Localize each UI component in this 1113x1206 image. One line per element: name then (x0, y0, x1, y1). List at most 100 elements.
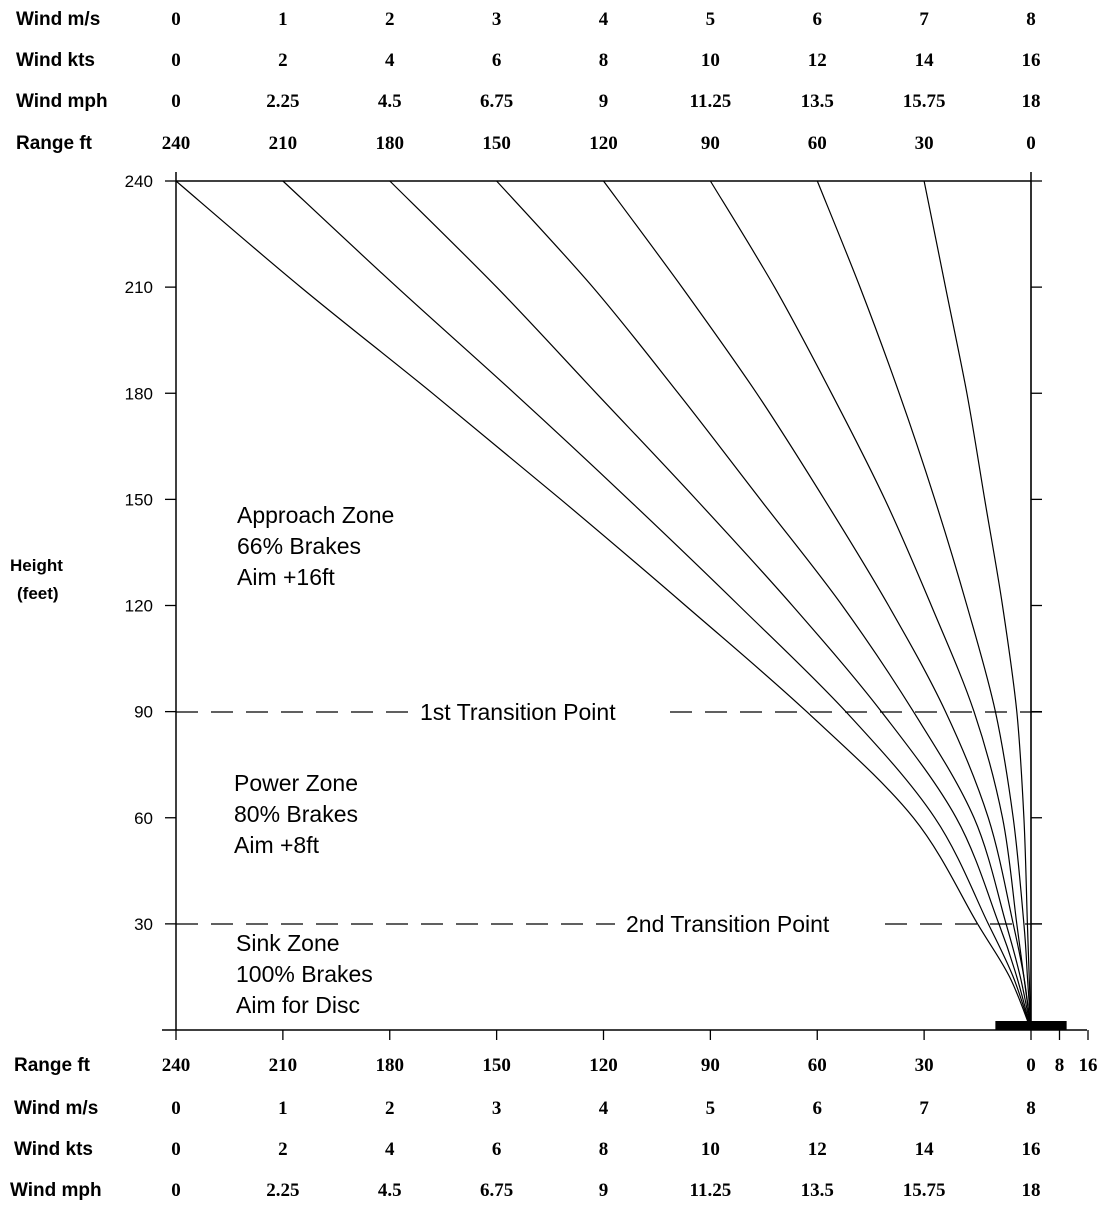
transition-1-label: 1st Transition Point (420, 699, 616, 725)
top-row-value-range-ft-3: 150 (482, 133, 511, 154)
bottom-row-value-wind-mph-2: 4.5 (378, 1180, 402, 1201)
top-row-value-wind-kts-0: 0 (171, 50, 181, 71)
top-row-value-range-ft-6: 60 (808, 133, 827, 154)
bottom-row-value-wind-kts-5: 10 (701, 1139, 720, 1160)
bottom-row-value-wind-kts-1: 2 (278, 1139, 288, 1160)
target-disc (995, 1021, 1067, 1030)
bottom-row-value-wind-ms-2: 2 (385, 1098, 395, 1119)
top-row-values-wind-mph: 0 2.25 4.5 6.75 9 11.25 13.5 15.75 18 (171, 91, 1040, 112)
top-row-value-wind-kts-6: 12 (808, 50, 827, 71)
bottom-row-wind-ms: Wind m/s 0 1 2 3 4 5 6 7 8 (14, 1098, 1036, 1119)
top-row-label-wind-mph: Wind mph (16, 91, 108, 112)
bottom-row-value-range-ft-1: 210 (269, 1055, 298, 1076)
bottom-row-range-ft: Range ft 240 210 180 150 120 90 60 30 0 8 16 (14, 1055, 1098, 1076)
top-row-value-range-ft-5: 90 (701, 133, 720, 154)
y-axis-label-line-1: Height (10, 556, 63, 575)
bottom-row-value-wind-ms-1: 1 (278, 1098, 288, 1119)
bottom-row-values-wind-ms: 0 1 2 3 4 5 6 7 8 (171, 1098, 1036, 1119)
glide-curve-wind-7-ms (923, 180, 1032, 1031)
top-row-values-range-ft: 240 210 180 150 120 90 60 30 0 (162, 133, 1036, 154)
power-zone-note: Power Zone 80% Brakes Aim +8ft (234, 770, 358, 858)
top-row-value-wind-ms-8: 8 (1026, 9, 1036, 30)
bottom-row-value-wind-mph-0: 0 (171, 1180, 181, 1201)
transition-1: 1st Transition Point (176, 699, 1042, 725)
top-row-value-wind-mph-6: 13.5 (801, 91, 834, 112)
top-row-value-range-ft-7: 30 (915, 133, 934, 154)
top-row-value-wind-ms-2: 2 (385, 9, 395, 30)
top-row-wind-kts: Wind kts 0 2 4 6 8 10 12 14 16 (16, 50, 1041, 71)
bottom-row-value-wind-kts-4: 8 (599, 1139, 609, 1160)
bottom-row-label-wind-mph: Wind mph (10, 1180, 102, 1201)
bottom-row-value-wind-mph-6: 13.5 (801, 1180, 834, 1201)
glide-curves (175, 180, 1032, 1031)
bottom-wind-table: Range ft 240 210 180 150 120 90 60 30 0 8 16 Wind … (10, 1055, 1098, 1201)
top-row-value-wind-ms-7: 7 (919, 9, 929, 30)
y-tick-label-90: 90 (134, 703, 153, 722)
top-row-values-wind-kts: 0 2 4 6 8 10 12 14 16 (171, 50, 1040, 71)
sink-zone-line-2: 100% Brakes (236, 961, 373, 987)
bottom-row-value-range-ft-7: 30 (915, 1055, 934, 1076)
bottom-row-value-wind-mph-8: 18 (1022, 1180, 1041, 1201)
bottom-row-value-wind-kts-8: 16 (1022, 1139, 1041, 1160)
top-row-value-wind-ms-6: 6 (813, 9, 823, 30)
bottom-row-wind-kts: Wind kts 0 2 4 6 8 10 12 14 16 (14, 1139, 1041, 1160)
bottom-row-label-wind-ms: Wind m/s (14, 1098, 98, 1119)
approach-zone-line-2: 66% Brakes (237, 533, 361, 559)
top-row-value-wind-kts-4: 8 (599, 50, 609, 71)
bottom-row-values-wind-kts: 0 2 4 6 8 10 12 14 16 (171, 1139, 1040, 1160)
approach-zone-line-1: Approach Zone (237, 502, 394, 528)
bottom-row-value-wind-kts-0: 0 (171, 1139, 181, 1160)
bottom-row-value-range-ft-extra-0: 8 (1055, 1055, 1065, 1076)
glide-curve-wind-6-ms (816, 180, 1032, 1031)
bottom-row-value-range-ft-6: 60 (808, 1055, 827, 1076)
bottom-row-label-wind-kts: Wind kts (14, 1139, 93, 1160)
y-tick-label-210: 210 (125, 278, 153, 297)
y-tick-label-240: 240 (125, 172, 153, 191)
y-tick-label-120: 120 (125, 597, 153, 616)
bottom-row-value-wind-mph-3: 6.75 (480, 1180, 513, 1201)
bottom-row-value-wind-ms-7: 7 (919, 1098, 929, 1119)
top-row-value-wind-ms-5: 5 (706, 9, 716, 30)
top-row-value-wind-mph-3: 6.75 (480, 91, 513, 112)
glide-curve-wind-4-ms (603, 180, 1032, 1031)
y-axis-label: Height (feet) (10, 556, 63, 603)
bottom-row-value-wind-ms-0: 0 (171, 1098, 181, 1119)
top-row-value-range-ft-1: 210 (269, 133, 298, 154)
bottom-row-value-wind-kts-3: 6 (492, 1139, 502, 1160)
top-row-value-wind-kts-5: 10 (701, 50, 720, 71)
glide-curve-wind-1-ms (282, 180, 1032, 1031)
sink-zone-line-1: Sink Zone (236, 930, 340, 956)
bottom-row-value-wind-ms-8: 8 (1026, 1098, 1036, 1119)
bottom-row-value-range-ft-extra-1: 16 (1079, 1055, 1098, 1076)
bottom-row-value-wind-mph-4: 9 (599, 1180, 609, 1201)
bottom-row-value-wind-ms-4: 4 (599, 1098, 609, 1119)
bottom-row-value-range-ft-3: 150 (482, 1055, 511, 1076)
bottom-row-wind-mph: Wind mph 0 2.25 4.5 6.75 9 11.25 13.5 15.75 18 (10, 1180, 1041, 1201)
top-row-wind-ms: Wind m/s 0 1 2 3 4 5 6 7 8 (16, 9, 1036, 30)
top-row-label-range-ft: Range ft (16, 133, 93, 154)
bottom-row-value-wind-mph-7: 15.75 (903, 1180, 946, 1201)
top-row-value-wind-mph-2: 4.5 (378, 91, 402, 112)
transition-2-label: 2nd Transition Point (626, 911, 830, 937)
top-row-value-wind-mph-1: 2.25 (266, 91, 299, 112)
top-row-value-wind-mph-5: 11.25 (690, 91, 732, 112)
sink-zone-line-3: Aim for Disc (236, 992, 360, 1018)
bottom-row-value-wind-kts-2: 4 (385, 1139, 395, 1160)
top-row-value-wind-kts-7: 14 (915, 50, 935, 71)
bottom-row-value-wind-mph-1: 2.25 (266, 1180, 299, 1201)
approach-zone-note: Approach Zone 66% Brakes Aim +16ft (237, 502, 394, 590)
top-row-wind-mph: Wind mph 0 2.25 4.5 6.75 9 11.25 13.5 15.75 18 (16, 91, 1041, 112)
glide-curve-wind-5-ms (709, 180, 1032, 1031)
y-axis-label-line-2: (feet) (17, 584, 59, 603)
top-row-value-wind-mph-0: 0 (171, 91, 181, 112)
bottom-row-label-range-ft: Range ft (14, 1055, 91, 1076)
bottom-row-value-wind-kts-6: 12 (808, 1139, 827, 1160)
sink-zone-note: Sink Zone 100% Brakes Aim for Disc (236, 930, 373, 1018)
y-axis-ticks: 240 210 180 150 120 90 60 30 (125, 172, 1042, 934)
glide-curve-wind-0-ms (175, 180, 1032, 1031)
bottom-row-value-wind-ms-6: 6 (813, 1098, 823, 1119)
top-row-value-wind-kts-2: 4 (385, 50, 395, 71)
power-zone-line-2: 80% Brakes (234, 801, 358, 827)
bottom-row-value-range-ft-2: 180 (376, 1055, 405, 1076)
